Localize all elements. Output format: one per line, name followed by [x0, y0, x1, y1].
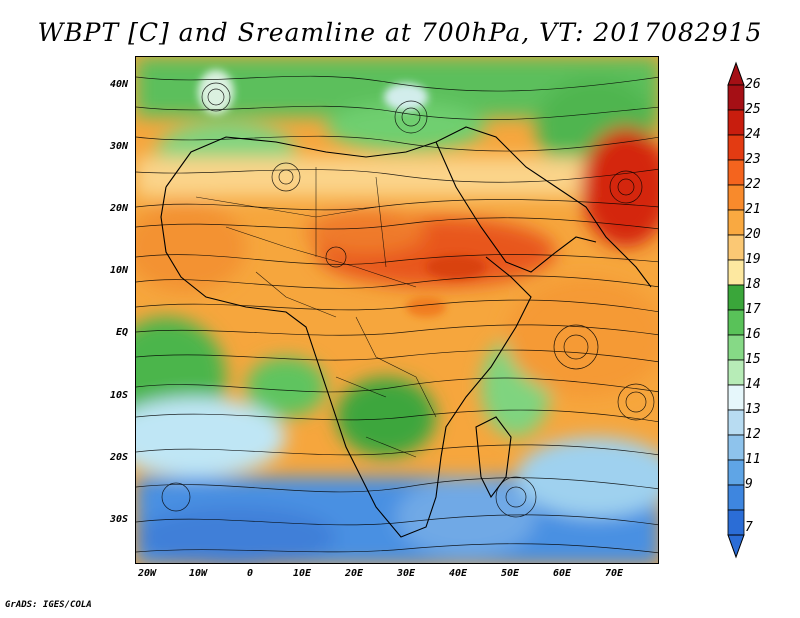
colorbar [727, 61, 745, 559]
coastline-icon [160, 126, 652, 538]
lat-label: 30N [109, 141, 128, 152]
colorbar-tick-label: 18 [745, 277, 761, 292]
colorbar-tick-label: 13 [745, 402, 761, 417]
lat-label: 10S [109, 390, 128, 401]
lat-label: 30S [109, 514, 128, 525]
lon-label: 40E [448, 568, 468, 579]
colorbar-tick-label: 14 [745, 377, 761, 392]
colorbar-swatch [727, 184, 745, 211]
lon-label: 20E [344, 568, 364, 579]
colorbar-tick-label: 7 [745, 520, 753, 535]
lat-label: 20N [109, 203, 128, 214]
lon-label: 10E [292, 568, 312, 579]
colorbar-swatch [727, 309, 745, 336]
colorbar-swatch [727, 284, 745, 311]
lat-label: EQ [115, 327, 128, 338]
colorbar-swatch [727, 109, 745, 136]
colorbar-swatch [727, 209, 745, 236]
colorbar-tick-label: 17 [745, 302, 761, 317]
lat-label: 10N [109, 265, 128, 276]
lon-label: 70E [604, 568, 624, 579]
credit-text: GrADS: IGES/COLA [5, 600, 92, 610]
lon-label: 0 [246, 568, 254, 579]
colorbar-swatch [727, 234, 745, 261]
colorbar-swatch [727, 409, 745, 436]
lon-label: 10W [188, 568, 208, 579]
lon-label: 50E [500, 568, 520, 579]
colorbar-swatch [727, 334, 745, 361]
colorbar-tick-label: 25 [745, 102, 761, 117]
lon-label: 30E [396, 568, 416, 579]
colorbar-tick-label: 20 [745, 227, 761, 242]
page-title: WBPT [C] and Sreamline at 700hPa, VT: 20… [37, 18, 763, 47]
lat-label: 20S [109, 452, 128, 463]
colorbar-swatch [727, 459, 745, 486]
colorbar-swatch [727, 359, 745, 386]
colorbar-tick-label: 22 [745, 177, 761, 192]
map-panel [135, 56, 659, 564]
colorbar-swatch [727, 509, 745, 536]
colorbar-tick-label: 26 [745, 77, 761, 92]
lon-label: 20W [137, 568, 157, 579]
colorbar-swatch [727, 134, 745, 161]
colorbar-tick-label: 24 [745, 127, 761, 142]
colorbar-swatch [727, 159, 745, 186]
colorbar-bottom-arrow [727, 534, 745, 559]
colorbar-tick-label: 11 [745, 452, 761, 467]
lon-label: 60E [552, 568, 572, 579]
colorbar-swatch [727, 259, 745, 286]
colorbar-swatch [727, 384, 745, 411]
colorbar-tick-label: 16 [745, 327, 761, 342]
colorbar-swatch [727, 484, 745, 511]
colorbar-tick-label: 12 [745, 427, 761, 442]
colorbar-tick-label: 19 [745, 252, 761, 267]
colorbar-top-arrow [727, 61, 745, 86]
colorbar-swatch [727, 434, 745, 461]
colorbar-tick-label: 15 [745, 352, 761, 367]
wbpt-field-map [136, 57, 658, 563]
lat-label: 40N [109, 79, 128, 90]
streamline-field-icon [136, 75, 658, 554]
colorbar-tick-label: 21 [745, 202, 761, 217]
colorbar-tick-label: 23 [745, 152, 761, 167]
colorbar-swatch [727, 84, 745, 111]
country-border-icon [195, 167, 437, 458]
colorbar-tick-label: 9 [745, 477, 753, 492]
